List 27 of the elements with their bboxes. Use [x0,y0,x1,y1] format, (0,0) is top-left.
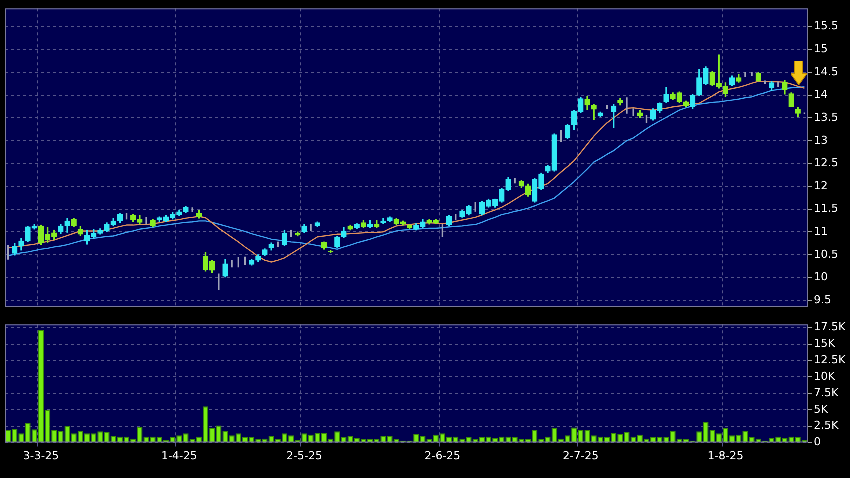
y-tick-label: 2.5K [814,419,840,432]
y-tick-label: 17.5K [814,320,846,334]
x-tick-label: 2-5-25 [286,449,322,462]
y-tick-label: 14.5 [814,65,838,78]
y-tick-label: 5K [814,402,829,416]
x-tick-label: 2-7-25 [562,449,599,462]
y-tick-label: 11.5 [814,202,838,216]
y-tick-label: 12 [814,179,828,192]
x-tick-label: 2-6-25 [424,449,461,462]
y-tick-label: 15.5 [814,20,838,33]
y-tick-label: 15K [814,337,836,350]
y-tick-label: 9.5 [814,293,832,306]
y-tick-label: 13 [814,134,828,147]
y-tick-label: 10.5 [814,248,838,261]
y-tick-label: 15 [814,42,828,56]
y-tick-label: 14 [814,88,828,102]
x-tick-label: 1-4-25 [161,449,198,462]
y-tick-label: 11 [814,224,828,238]
y-tick-label: 10 [814,270,828,284]
x-tick-label: 1-8-25 [708,449,744,462]
y-tick-label: 12.5K [814,354,846,367]
x-tick-label: 3-3-25 [23,449,60,462]
y-tick-label: 13.5 [814,110,838,124]
y-tick-label: 7.5K [814,386,840,400]
y-tick-label: 0 [814,436,821,449]
y-tick-label: 10K [814,370,836,383]
y-tick-label: 12.5 [814,156,838,170]
